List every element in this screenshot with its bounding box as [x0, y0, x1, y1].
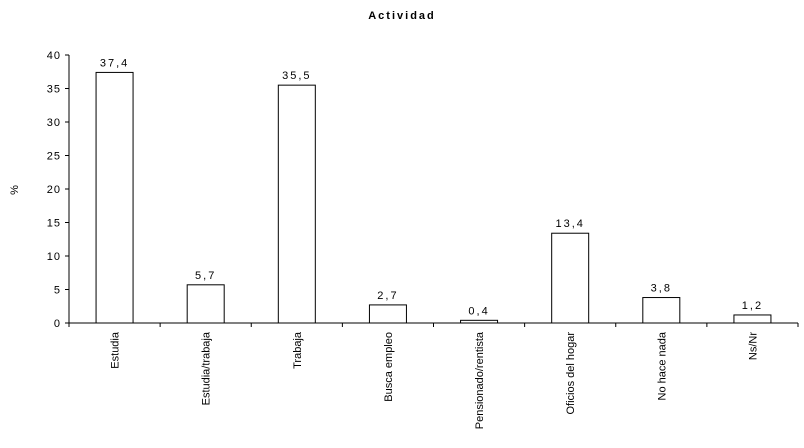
bar	[277, 84, 316, 324]
y-tick-label: 5	[54, 285, 61, 297]
labels: 37,4 Estudia 5,7 Estudia/trabaja 35,5 Trabaja…	[100, 57, 763, 429]
bar-value-label: 5,7	[195, 270, 216, 282]
bar-value-label: 1,2	[742, 300, 763, 312]
y-tick-label: 35	[47, 84, 61, 96]
bar-value-label: 3,8	[651, 283, 672, 295]
bar-value-label: 37,4	[100, 57, 129, 69]
bar-value-label: 35,5	[282, 70, 311, 82]
x-tick-label: Oficios del hogar	[565, 332, 577, 415]
bar	[186, 284, 225, 324]
y-tick-label: 0	[54, 318, 61, 330]
y-tick-label: 40	[47, 50, 61, 62]
x-tick-label: Ns/Nr	[747, 332, 759, 360]
bar	[460, 319, 499, 324]
y-tick-label: 20	[47, 184, 61, 196]
bars	[95, 71, 772, 324]
x-tick-label: Trabaja	[292, 331, 304, 369]
axes: 0 5 10 15 20 25 30 35 40	[47, 50, 799, 330]
bar	[95, 71, 134, 324]
bar	[551, 232, 590, 324]
bar-value-label: 2,7	[377, 290, 398, 302]
bar	[368, 304, 407, 324]
y-tick-label: 30	[47, 117, 61, 129]
y-tick-label: 10	[47, 251, 61, 263]
x-tick-label: Estudia/trabaja	[201, 331, 213, 405]
bar	[733, 314, 772, 324]
bar	[642, 297, 681, 324]
chart-title: Actividad	[368, 10, 436, 22]
bar-value-label: 13,4	[555, 218, 584, 230]
x-tick-label: No hace nada	[656, 331, 668, 400]
y-tick-label: 15	[47, 218, 61, 230]
y-tick-label: 25	[47, 151, 61, 163]
bar-value-label: 0,4	[468, 305, 489, 317]
y-axis-label: %	[9, 185, 21, 195]
x-tick-label: Pensionado/rentista	[474, 331, 486, 429]
x-tick-label: Busca empleo	[383, 332, 395, 402]
x-tick-label: Estudia	[110, 331, 122, 369]
